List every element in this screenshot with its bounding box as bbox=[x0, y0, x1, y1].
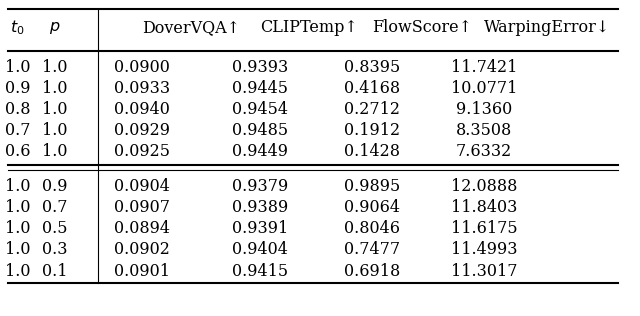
Text: CLIPTemp↑: CLIPTemp↑ bbox=[260, 19, 358, 36]
Text: 1.0: 1.0 bbox=[42, 58, 67, 76]
Text: 0.9445: 0.9445 bbox=[232, 80, 288, 97]
Text: 1.0: 1.0 bbox=[4, 220, 30, 237]
Text: FlowScore↑: FlowScore↑ bbox=[372, 19, 472, 36]
Text: 0.4168: 0.4168 bbox=[344, 80, 400, 97]
Text: $p$: $p$ bbox=[49, 19, 60, 36]
Text: 0.3: 0.3 bbox=[42, 241, 67, 258]
Text: 11.3017: 11.3017 bbox=[451, 263, 517, 280]
Text: 1.0: 1.0 bbox=[42, 101, 67, 118]
Text: DoverVQA↑: DoverVQA↑ bbox=[141, 19, 240, 36]
Text: 0.8395: 0.8395 bbox=[344, 58, 400, 76]
Text: 1.0: 1.0 bbox=[4, 263, 30, 280]
Text: 0.9895: 0.9895 bbox=[344, 178, 400, 195]
Text: 0.9449: 0.9449 bbox=[232, 143, 288, 160]
Text: 12.0888: 12.0888 bbox=[451, 178, 517, 195]
Text: 0.1: 0.1 bbox=[42, 263, 67, 280]
Text: 0.0904: 0.0904 bbox=[114, 178, 170, 195]
Text: 0.9389: 0.9389 bbox=[232, 199, 288, 216]
Text: 0.9404: 0.9404 bbox=[232, 241, 288, 258]
Text: 0.0929: 0.0929 bbox=[114, 122, 170, 139]
Text: 0.0907: 0.0907 bbox=[114, 199, 170, 216]
Text: 0.0940: 0.0940 bbox=[114, 101, 170, 118]
Text: 0.7: 0.7 bbox=[42, 199, 67, 216]
Text: 0.0925: 0.0925 bbox=[114, 143, 170, 160]
Text: 0.8: 0.8 bbox=[4, 101, 30, 118]
Text: 7.6332: 7.6332 bbox=[456, 143, 512, 160]
Text: 0.0902: 0.0902 bbox=[114, 241, 170, 258]
Text: 0.0933: 0.0933 bbox=[114, 80, 170, 97]
Text: 0.9415: 0.9415 bbox=[232, 263, 288, 280]
Text: 9.1360: 9.1360 bbox=[456, 101, 512, 118]
Text: 0.2712: 0.2712 bbox=[344, 101, 400, 118]
Text: 0.0901: 0.0901 bbox=[114, 263, 170, 280]
Text: 0.0900: 0.0900 bbox=[114, 58, 170, 76]
Text: 0.1428: 0.1428 bbox=[344, 143, 400, 160]
Text: 0.9: 0.9 bbox=[4, 80, 30, 97]
Text: 0.9393: 0.9393 bbox=[232, 58, 288, 76]
Text: 0.1912: 0.1912 bbox=[344, 122, 400, 139]
Text: 0.9454: 0.9454 bbox=[232, 101, 288, 118]
Text: 11.4993: 11.4993 bbox=[451, 241, 517, 258]
Text: 1.0: 1.0 bbox=[42, 122, 67, 139]
Text: 1.0: 1.0 bbox=[42, 80, 67, 97]
Text: $t_0$: $t_0$ bbox=[10, 18, 24, 37]
Text: 8.3508: 8.3508 bbox=[456, 122, 512, 139]
Text: 0.5: 0.5 bbox=[42, 220, 67, 237]
Text: 0.6: 0.6 bbox=[4, 143, 30, 160]
Text: 11.7421: 11.7421 bbox=[451, 58, 517, 76]
Text: 1.0: 1.0 bbox=[4, 241, 30, 258]
Text: 0.8046: 0.8046 bbox=[344, 220, 400, 237]
Text: 0.9485: 0.9485 bbox=[232, 122, 288, 139]
Text: 0.9064: 0.9064 bbox=[344, 199, 400, 216]
Text: 1.0: 1.0 bbox=[4, 178, 30, 195]
Text: 0.7: 0.7 bbox=[4, 122, 30, 139]
Text: 11.6175: 11.6175 bbox=[451, 220, 517, 237]
Text: 0.9379: 0.9379 bbox=[232, 178, 288, 195]
Text: 1.0: 1.0 bbox=[4, 58, 30, 76]
Text: 1.0: 1.0 bbox=[42, 143, 67, 160]
Text: 0.7477: 0.7477 bbox=[344, 241, 400, 258]
Text: 10.0771: 10.0771 bbox=[451, 80, 517, 97]
Text: 11.8403: 11.8403 bbox=[451, 199, 517, 216]
Text: 0.9391: 0.9391 bbox=[232, 220, 288, 237]
Text: 0.9: 0.9 bbox=[42, 178, 67, 195]
Text: 0.0894: 0.0894 bbox=[114, 220, 170, 237]
Text: 0.6918: 0.6918 bbox=[344, 263, 400, 280]
Text: WarpingError↓: WarpingError↓ bbox=[484, 19, 610, 36]
Text: 1.0: 1.0 bbox=[4, 199, 30, 216]
